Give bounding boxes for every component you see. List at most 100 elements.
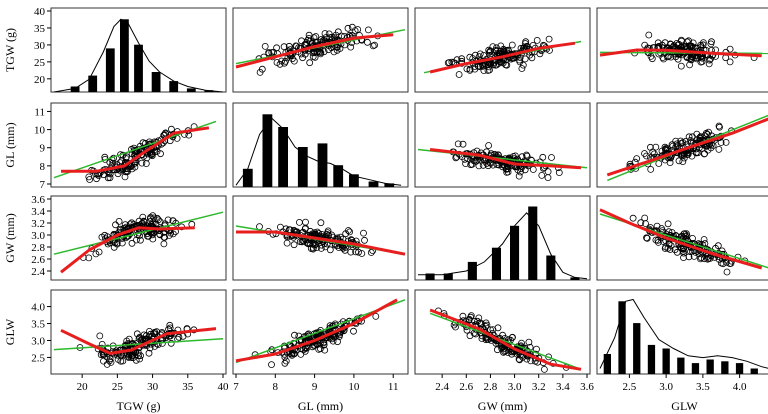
- data-point: [705, 60, 713, 68]
- data-point: [350, 327, 357, 335]
- data-point: [355, 248, 362, 256]
- data-point: [125, 335, 133, 343]
- panel-frame-r2-c0: [50, 195, 227, 281]
- data-point: [454, 140, 462, 148]
- histogram-bar: [134, 44, 143, 92]
- data-point: [136, 355, 144, 363]
- data-point: [185, 131, 193, 139]
- y-tick-label: 11: [34, 106, 45, 118]
- histogram-bar: [317, 143, 328, 187]
- histogram-bar: [70, 86, 80, 92]
- data-point: [471, 51, 479, 59]
- data-point: [697, 58, 705, 66]
- data-point: [156, 218, 164, 226]
- smooth-fit-line-GLW-vs-GW: [429, 308, 582, 371]
- data-point: [685, 37, 692, 45]
- x-tick-label: 2.6: [459, 381, 473, 393]
- data-point: [679, 139, 687, 146]
- data-point: [669, 142, 677, 150]
- data-point: [519, 61, 527, 69]
- data-point: [679, 158, 687, 166]
- y-tick-label: 35: [34, 23, 46, 35]
- data-point: [103, 360, 111, 368]
- data-point: [302, 224, 309, 232]
- data-point: [683, 230, 690, 238]
- data-point: [458, 55, 466, 63]
- data-point: [265, 49, 273, 56]
- data-point: [344, 227, 352, 234]
- panel-frame-r0-c1: [232, 7, 409, 93]
- smooth-fit-line-TGW-vs-GL: [235, 33, 394, 69]
- histogram-bar: [528, 206, 538, 280]
- smooth-fit-line-GLW-vs-TGW: [60, 327, 217, 355]
- data-point: [444, 59, 452, 67]
- data-point: [545, 35, 553, 43]
- data-point: [347, 43, 355, 51]
- data-point: [523, 355, 531, 363]
- y-tick-label: 2.4: [31, 266, 45, 278]
- data-point: [282, 57, 289, 65]
- y-tick-label: 40: [34, 6, 46, 18]
- data-point: [334, 338, 341, 346]
- data-point: [661, 39, 669, 47]
- linear-fit-line-GW-vs-TGW: [53, 211, 224, 255]
- data-point: [133, 147, 141, 155]
- data-point: [317, 244, 325, 252]
- data-point: [371, 41, 379, 49]
- data-point: [719, 260, 727, 268]
- data-point: [689, 133, 696, 141]
- data-point: [480, 52, 488, 59]
- y-tick-label: 25: [34, 57, 46, 69]
- data-point: [707, 40, 715, 48]
- data-point: [480, 67, 488, 74]
- smooth-fit-line-GL-vs-TGW: [61, 126, 210, 173]
- data-point: [92, 250, 100, 258]
- data-point: [687, 136, 694, 144]
- data-point: [504, 168, 512, 176]
- data-point: [97, 351, 105, 359]
- data-point: [468, 160, 476, 168]
- y-tick-label: 3.0: [31, 230, 45, 242]
- data-point: [508, 41, 516, 49]
- data-point: [86, 176, 93, 183]
- data-point: [332, 31, 340, 39]
- histogram-bar: [333, 165, 344, 187]
- data-point: [652, 143, 660, 151]
- data-point: [538, 171, 546, 179]
- data-point: [685, 253, 693, 261]
- histogram-bar: [633, 323, 641, 374]
- data-point: [291, 331, 298, 339]
- data-point: [475, 62, 483, 70]
- data-point: [115, 217, 123, 225]
- x-tick-label: 4.0: [733, 381, 747, 393]
- density-curve-GW: [418, 212, 588, 280]
- data-point: [128, 239, 136, 247]
- histogram-bar: [677, 357, 685, 374]
- x-tick-label: 3.6: [580, 381, 594, 393]
- histogram-bar: [278, 127, 288, 187]
- data-point: [305, 35, 313, 42]
- data-point: [132, 356, 140, 364]
- data-point: [85, 173, 93, 181]
- data-point: [299, 54, 307, 62]
- data-point: [175, 333, 183, 341]
- data-point: [315, 230, 323, 237]
- smooth-fit-line-GW-vs-GLW: [599, 208, 763, 270]
- data-point: [169, 230, 177, 238]
- data-point: [160, 240, 168, 248]
- data-point: [680, 254, 687, 262]
- data-point: [478, 335, 486, 342]
- smooth-fit-line-GL-vs-GLW: [606, 117, 768, 177]
- data-point: [273, 44, 281, 52]
- data-point: [482, 322, 490, 330]
- data-point: [647, 143, 654, 151]
- panel-frame-r3-c2: [414, 289, 591, 375]
- histogram-bar: [151, 72, 161, 92]
- data-point: [650, 150, 658, 158]
- data-point: [111, 239, 119, 247]
- data-point: [295, 218, 303, 226]
- data-point: [325, 30, 333, 38]
- data-point: [297, 350, 305, 358]
- data-point: [156, 230, 164, 238]
- data-point: [298, 37, 305, 45]
